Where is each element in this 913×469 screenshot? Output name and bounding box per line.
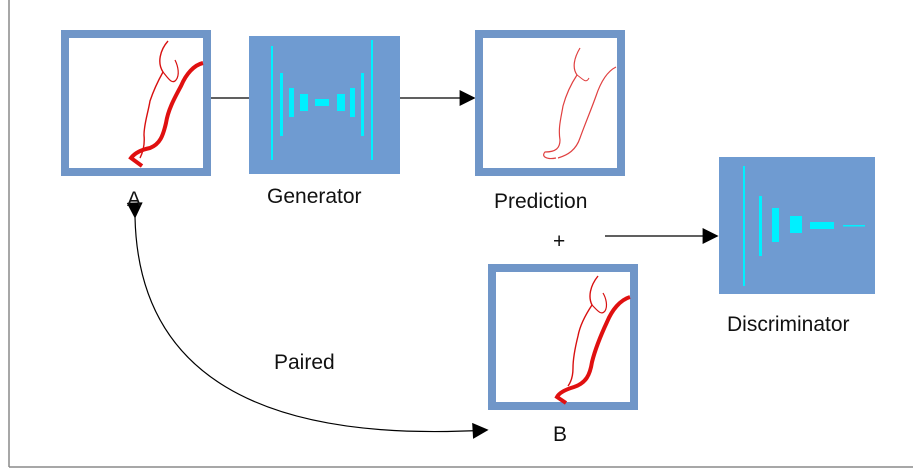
discriminator-layer [759, 196, 762, 256]
generator-network [249, 36, 400, 174]
generator-layer [271, 46, 273, 160]
label-discriminator: Discriminator [727, 313, 850, 336]
image-b [488, 264, 638, 410]
image-prediction [475, 30, 625, 176]
label-b: B [553, 423, 568, 446]
generator-layer [337, 94, 345, 111]
generator-layer [315, 99, 329, 106]
sketch-a-thin-2 [162, 59, 179, 83]
image-a [61, 30, 211, 176]
discriminator-layer [810, 222, 834, 229]
discriminator-layer [790, 216, 802, 233]
sketch-prediction-3 [576, 74, 590, 82]
sketch-a-thick [128, 61, 204, 168]
label-paired: Paired [274, 351, 335, 374]
label-generator: Generator [267, 185, 362, 208]
sketch-b-thin [567, 275, 599, 387]
generator-layer [280, 73, 283, 136]
generator-layer [289, 88, 294, 117]
generator-layer [300, 94, 308, 111]
sketch-prediction-1 [543, 47, 581, 160]
generator-layer [350, 88, 355, 117]
sketch-b-thick [554, 295, 631, 405]
discriminator-layer [843, 225, 865, 227]
sketch-a-thin [139, 40, 169, 159]
paired-arrow [126, 202, 489, 439]
discriminator-layer [772, 208, 779, 242]
generator-layer [361, 73, 364, 136]
label-prediction: Prediction [494, 190, 588, 213]
sketch-prediction-2 [557, 66, 617, 159]
sketch-b-thin-2 [591, 292, 608, 314]
discriminator-layer [743, 166, 745, 286]
label-a: A [127, 188, 142, 211]
label-plus: + [553, 230, 566, 253]
discriminator-network [719, 157, 875, 294]
generator-layer [371, 40, 373, 160]
